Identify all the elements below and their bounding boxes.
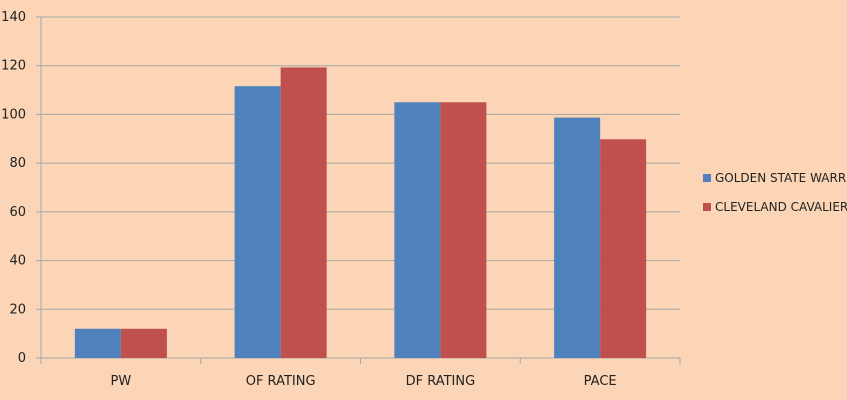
y-tick-label: 0 (18, 351, 26, 366)
y-tick-label: 140 (1, 10, 26, 25)
x-tick-label: DF RATING (406, 374, 476, 389)
x-tick-label: OF RATING (246, 374, 316, 389)
y-tick-label: 20 (9, 302, 26, 317)
x-tick-label: PW (111, 374, 132, 389)
y-tick-label: 60 (9, 205, 26, 220)
bar-cleveland-cavaliers (280, 67, 327, 359)
legend-label: CLEVELAND CAVALIERS (715, 200, 847, 214)
y-tick-label: 120 (1, 59, 26, 74)
bar-golden-state-warriors (394, 102, 441, 358)
bar-golden-state-warriors (234, 86, 281, 358)
bar-cleveland-cavaliers (120, 328, 167, 358)
x-tick-label: PACE (584, 374, 617, 389)
y-tick-label: 100 (1, 107, 26, 122)
legend-swatch (703, 203, 711, 211)
y-tick-label: 40 (9, 254, 26, 269)
bar-cleveland-cavaliers (440, 102, 487, 358)
bar-golden-state-warriors (74, 328, 121, 358)
legend-label: GOLDEN STATE WARRIORS (715, 171, 847, 185)
legend-swatch (703, 174, 711, 182)
bar-cleveland-cavaliers (600, 139, 647, 358)
bar-golden-state-warriors (554, 117, 601, 358)
y-tick-label: 80 (9, 156, 26, 171)
